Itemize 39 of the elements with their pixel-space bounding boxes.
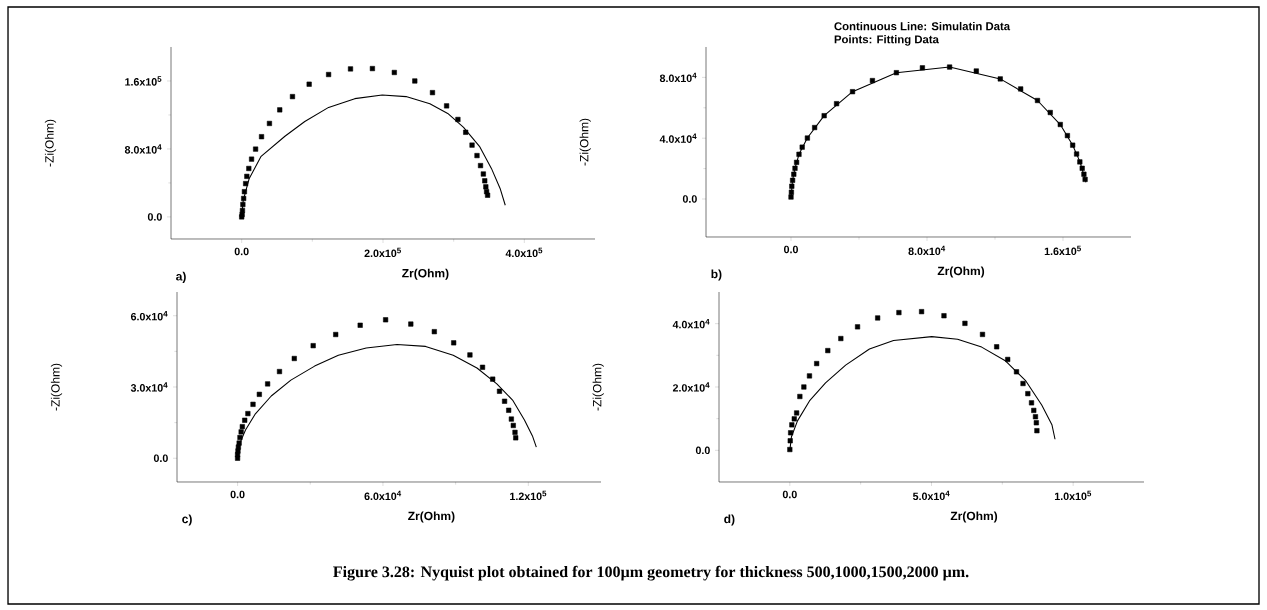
y-tick-label: 4.0x10$^{4}$	[672, 318, 710, 329]
y-axis-title: -Zi(Ohm)	[44, 119, 57, 167]
x-axis-title: Zr(Ohm)	[408, 511, 455, 523]
y-tick-label: 0.0	[695, 446, 710, 455]
x-tick-label: 2.0x10$^{5}$	[364, 247, 401, 258]
x-axis-title: Zr(Ohm)	[937, 266, 985, 278]
y-tick-label: 6.0x10$^{4}$	[130, 311, 168, 321]
x-tick-label: 6.0x10$^{4}$	[364, 490, 402, 501]
text: Continuous Line: Simulatin Data	[834, 21, 1011, 31]
x-tick-label: 4.0x10$^{5}$	[505, 247, 543, 258]
x-tick-label: 0.0	[234, 247, 249, 256]
y-tick-label: 3.0x10$^{4}$	[130, 382, 168, 392]
x-tick-label: 0.0	[782, 490, 797, 499]
y-tick-label: 8.0x10$^{4}$	[124, 144, 162, 154]
y-axis-title: -Zi(Ohm)	[579, 118, 591, 166]
text: b)	[711, 269, 722, 281]
x-tick-label: 0.0	[784, 245, 798, 254]
x-tick-label: 8.0x10$^{4}$	[908, 245, 946, 256]
x-tick-label: 5.0x10$^{4}$	[912, 490, 950, 501]
y-tick-label: 0.0	[682, 195, 697, 203]
y-tick-label: 1.6x10$^{5}$	[125, 76, 162, 86]
y-axis-title: -Zi(Ohm)	[50, 363, 63, 411]
x-tick-label: 1.2x10$^{5}$	[510, 490, 547, 501]
x-tick-label: 1.6x10$^{5}$	[1044, 245, 1081, 256]
x-tick-label: 1.0x10$^{5}$	[1054, 490, 1092, 501]
caption: Figure 3.28: Nyquist plot obtained for 100µm geometry for thickness 500,1000,1500,2000 µm.	[333, 565, 969, 581]
y-tick-label: 2.0x10$^{4}$	[672, 382, 710, 392]
x-axis-title: Zr(Ohm)	[402, 268, 449, 280]
y-tick-label: 8.0x10$^{4}$	[659, 72, 697, 83]
text: d)	[724, 514, 735, 526]
y-tick-label: 4.0x10$^{4}$	[659, 133, 697, 143]
text: c)	[182, 514, 192, 526]
text: a)	[176, 271, 186, 283]
y-axis-title: -Zi(Ohm)	[592, 363, 604, 411]
text: Points: Fitting Data	[834, 35, 939, 46]
x-tick-label: 0.0	[230, 490, 245, 499]
y-tick-label: 0.0	[147, 213, 162, 221]
x-axis-title: Zr(Ohm)	[950, 511, 998, 523]
y-tick-label: 0.0	[153, 454, 168, 463]
